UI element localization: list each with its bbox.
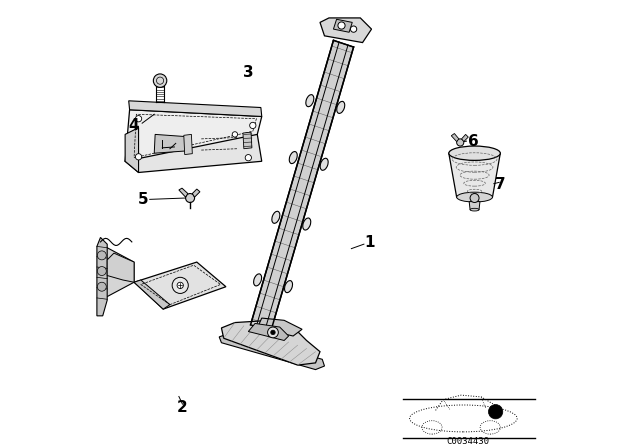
Circle shape xyxy=(271,330,275,335)
Circle shape xyxy=(457,139,464,146)
Polygon shape xyxy=(125,110,262,161)
Circle shape xyxy=(154,74,167,87)
Ellipse shape xyxy=(449,146,500,160)
Circle shape xyxy=(232,132,237,137)
Polygon shape xyxy=(221,320,320,365)
Polygon shape xyxy=(179,188,188,197)
Polygon shape xyxy=(333,19,352,32)
Polygon shape xyxy=(449,153,500,197)
Ellipse shape xyxy=(253,274,262,286)
Circle shape xyxy=(172,277,188,293)
Polygon shape xyxy=(248,323,289,340)
Circle shape xyxy=(177,282,184,289)
Polygon shape xyxy=(108,253,134,282)
Ellipse shape xyxy=(272,211,280,223)
Circle shape xyxy=(268,327,278,338)
Polygon shape xyxy=(257,318,302,336)
Text: C0034430: C0034430 xyxy=(446,436,490,445)
Polygon shape xyxy=(100,244,134,300)
Polygon shape xyxy=(129,101,262,116)
Ellipse shape xyxy=(320,158,328,170)
Circle shape xyxy=(97,282,106,291)
Polygon shape xyxy=(469,202,480,210)
Text: 1: 1 xyxy=(365,235,375,250)
Polygon shape xyxy=(461,134,468,142)
Ellipse shape xyxy=(285,280,292,293)
Ellipse shape xyxy=(337,101,345,113)
Circle shape xyxy=(186,194,195,202)
Text: 4: 4 xyxy=(129,118,140,133)
Ellipse shape xyxy=(303,218,311,230)
Polygon shape xyxy=(220,334,324,370)
Polygon shape xyxy=(320,18,371,43)
Circle shape xyxy=(488,405,503,419)
Polygon shape xyxy=(134,280,170,309)
Polygon shape xyxy=(451,134,459,142)
Polygon shape xyxy=(134,262,226,309)
Ellipse shape xyxy=(457,192,493,202)
Text: 3: 3 xyxy=(243,65,253,80)
Circle shape xyxy=(351,26,356,32)
Circle shape xyxy=(338,22,345,29)
Polygon shape xyxy=(125,128,262,172)
Text: 6: 6 xyxy=(468,134,479,149)
Circle shape xyxy=(97,251,106,260)
Text: 5: 5 xyxy=(138,192,149,207)
Polygon shape xyxy=(192,189,200,197)
Text: 2: 2 xyxy=(177,400,188,415)
Polygon shape xyxy=(243,132,252,149)
Polygon shape xyxy=(154,134,186,153)
Circle shape xyxy=(136,154,141,160)
Ellipse shape xyxy=(470,208,479,211)
Ellipse shape xyxy=(306,95,314,107)
Ellipse shape xyxy=(289,151,297,164)
Circle shape xyxy=(97,267,106,276)
Polygon shape xyxy=(184,134,192,155)
Circle shape xyxy=(470,194,479,202)
Circle shape xyxy=(250,122,256,129)
Polygon shape xyxy=(251,40,353,332)
Circle shape xyxy=(245,155,252,161)
Polygon shape xyxy=(125,128,139,172)
Text: 7: 7 xyxy=(495,177,506,192)
Polygon shape xyxy=(97,237,108,316)
Circle shape xyxy=(136,116,141,122)
